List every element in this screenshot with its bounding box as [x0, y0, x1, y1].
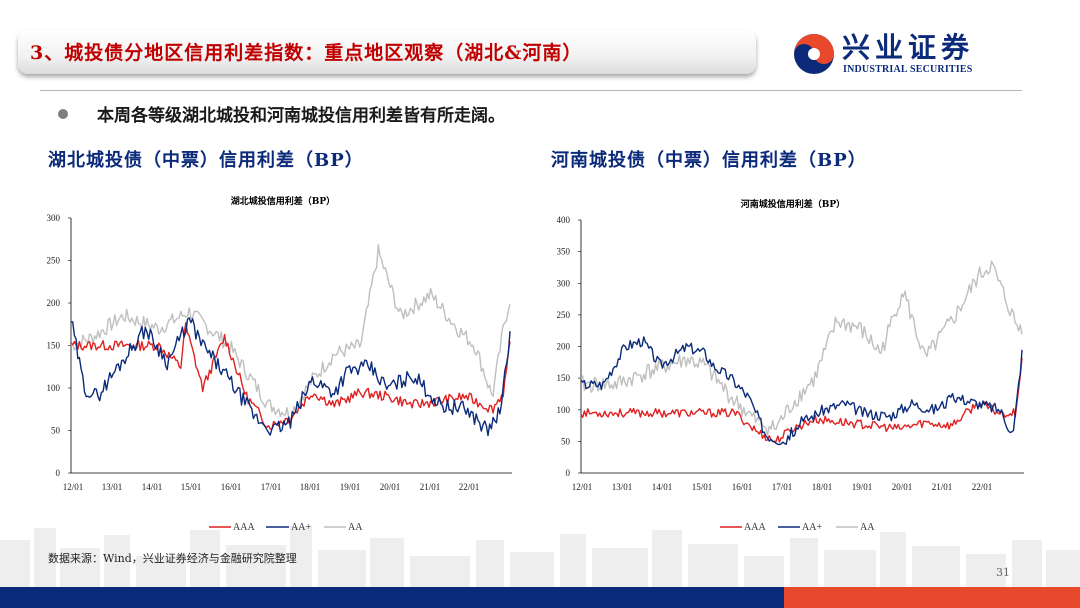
right-ytick: 400: [557, 215, 571, 225]
right-xtick: 16/01: [732, 482, 753, 492]
legend-aa: AA: [348, 522, 363, 533]
left-chart: 湖北城投信用利差（BP） 0 50 100 150 200 250 300 12…: [47, 195, 512, 533]
right-ytick: 200: [557, 342, 571, 352]
right-chart: 河南城投信用利差（BP） 0 50 100 150 200 250 300 35…: [557, 198, 1024, 533]
left-xtick: 22/01: [459, 482, 480, 492]
left-xtick: 19/01: [340, 482, 361, 492]
left-ytick: 0: [56, 468, 61, 478]
left-xtick: 20/01: [380, 482, 401, 492]
right-ytick: 150: [557, 373, 571, 383]
right-ytick: 0: [566, 468, 571, 478]
page-number: 31: [996, 566, 1010, 579]
right-xtick: 13/01: [612, 482, 633, 492]
section-title: 3、城投债分地区信用利差指数：重点地区观察（湖北&河南）: [30, 42, 583, 64]
right-xtick: 22/01: [972, 482, 993, 492]
bullet-icon: [58, 109, 68, 119]
right-ytick: 100: [557, 405, 571, 415]
left-y-ticks: 0 50 100 150 200 250 300: [47, 213, 71, 478]
left-series-aaa-line: [70, 322, 511, 430]
left-xtick: 18/01: [300, 482, 321, 492]
left-xtick: 13/01: [102, 482, 123, 492]
right-series-aa-plus-line: [580, 336, 1023, 446]
left-x-ticks: 12/01 13/01 14/01 15/01 16/01 17/01 18/0…: [63, 482, 480, 492]
right-ytick: 300: [557, 278, 571, 288]
right-ytick: 350: [557, 247, 571, 257]
header-divider: [40, 90, 1022, 91]
right-xtick: 19/01: [852, 482, 873, 492]
section-title-bar: 3、城投债分地区信用利差指数：重点地区观察（湖北&河南）: [18, 30, 756, 74]
left-series-aa-plus-line: [70, 317, 511, 437]
right-xtick: 17/01: [772, 482, 793, 492]
legend-aa: AA: [860, 522, 875, 533]
left-xtick: 16/01: [221, 482, 242, 492]
left-series-aa-line: [70, 244, 511, 420]
right-chart-title: 河南城投信用利差（BP）: [741, 198, 845, 210]
right-xtick: 12/01: [572, 482, 593, 492]
right-xtick: 20/01: [892, 482, 913, 492]
right-chart-subtitle: 河南城投债（中票）信用利差（BP）: [551, 150, 867, 171]
left-xtick: 17/01: [261, 482, 282, 492]
right-series-aaa-line: [580, 357, 1023, 443]
left-xtick: 15/01: [181, 482, 202, 492]
left-xtick: 12/01: [63, 482, 84, 492]
left-xtick: 21/01: [420, 482, 441, 492]
legend-aa-plus: AA+: [802, 522, 822, 533]
left-ytick: 200: [47, 298, 61, 308]
right-y-ticks: 0 50 100 150 200 250 300 350 400: [557, 215, 581, 478]
logo-text-cn: 兴业证券: [842, 31, 975, 64]
data-source-note: 数据来源：Wind，兴业证券经济与金融研究院整理: [48, 552, 297, 565]
company-logo: 兴业证券 INDUSTRIAL SECURITIES: [790, 28, 1020, 80]
right-xtick: 18/01: [812, 482, 833, 492]
left-ytick: 50: [51, 426, 61, 436]
left-ytick: 150: [47, 341, 61, 351]
footer-bar-blue: [0, 587, 784, 608]
legend-aaa: AAA: [233, 522, 255, 533]
left-ytick: 300: [47, 213, 61, 223]
right-series-aa-line: [580, 260, 1023, 436]
logo-text-en: INDUSTRIAL SECURITIES: [843, 64, 973, 75]
right-xtick: 21/01: [932, 482, 953, 492]
legend-aaa: AAA: [744, 522, 766, 533]
right-ytick: 250: [557, 310, 571, 320]
right-xtick: 14/01: [652, 482, 673, 492]
right-ytick: 50: [561, 436, 571, 446]
right-x-ticks: 12/01 13/01 14/01 15/01 16/01 17/01 18/0…: [572, 482, 993, 492]
left-ytick: 100: [47, 383, 61, 393]
left-ytick: 250: [47, 256, 61, 266]
logo-swirl-icon: [794, 34, 834, 74]
footer-bar-red: [784, 587, 1080, 608]
left-legend: AAA AA+ AA: [209, 522, 363, 533]
right-xtick: 15/01: [692, 482, 713, 492]
summary-bullet: 本周各等级湖北城投和河南城投信用利差皆有所走阔。: [97, 106, 505, 126]
left-xtick: 14/01: [142, 482, 163, 492]
legend-aa-plus: AA+: [291, 522, 311, 533]
left-chart-title: 湖北城投信用利差（BP）: [231, 195, 335, 207]
left-chart-subtitle: 湖北城投债（中票）信用利差（BP）: [48, 150, 364, 171]
right-legend: AAA AA+ AA: [720, 522, 875, 533]
